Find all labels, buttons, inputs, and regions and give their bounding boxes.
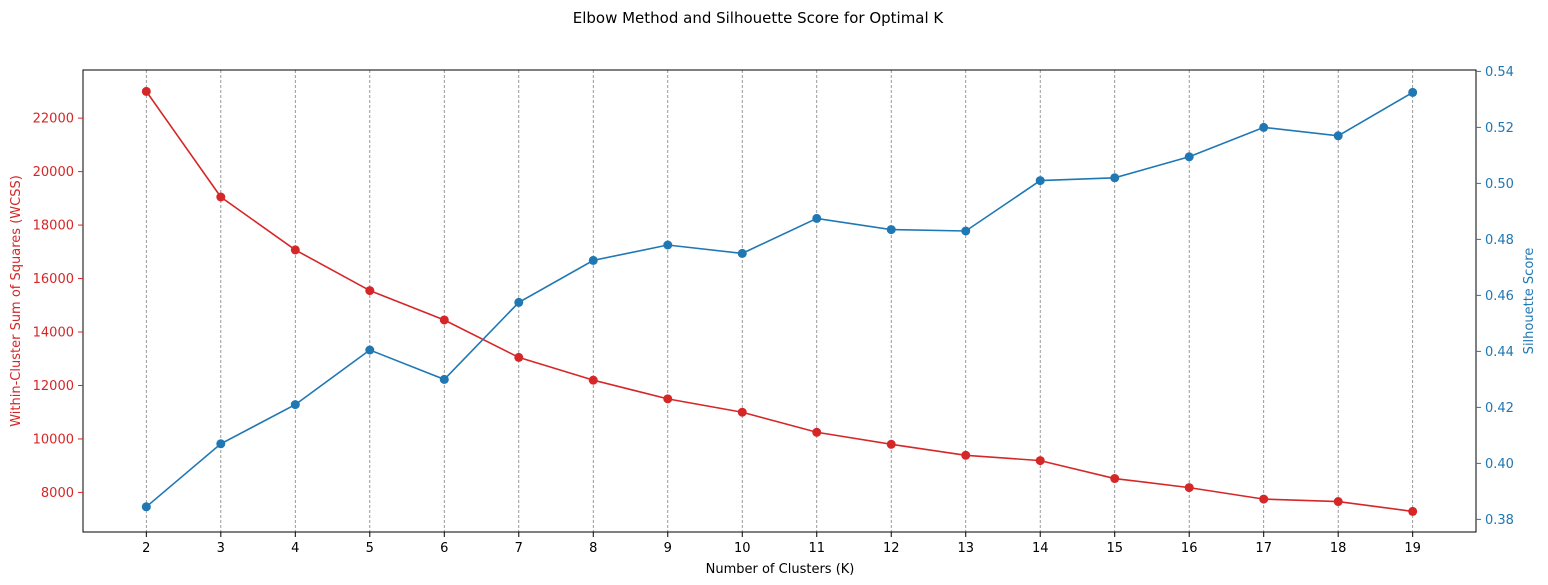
series-point-left — [216, 192, 226, 202]
series-point-left — [439, 315, 449, 325]
series-point-right — [365, 345, 375, 355]
series-layer — [141, 86, 1418, 516]
series-point-left — [588, 375, 598, 385]
series-point-right — [439, 374, 449, 384]
x-tick-label: 6 — [440, 541, 448, 556]
series-point-left — [737, 407, 747, 417]
y-left-tick-label: 18000 — [33, 219, 74, 234]
series-point-right — [812, 213, 822, 223]
chart-title: Elbow Method and Silhouette Score for Op… — [573, 9, 945, 27]
series-point-left — [141, 86, 151, 96]
series-point-left — [514, 352, 524, 362]
x-tick-label: 7 — [515, 541, 523, 556]
x-tick-label: 8 — [589, 541, 597, 556]
x-tick-label: 4 — [291, 541, 299, 556]
y-right-tick-label: 0.46 — [1485, 289, 1514, 304]
series-point-right — [1184, 152, 1194, 162]
x-tick-label: 18 — [1330, 541, 1347, 556]
series-point-left — [365, 286, 375, 296]
series-point-left — [1184, 483, 1194, 493]
series-point-right — [886, 225, 896, 235]
y-right-tick-label: 0.48 — [1485, 233, 1514, 248]
series-point-right — [1110, 173, 1120, 183]
series-point-left — [812, 427, 822, 437]
x-axis-label: Number of Clusters (K) — [706, 562, 855, 577]
y-axis-right: 0.38 0.40 0.42 0.44 0.46 0.48 0.50 0.52 0.54 — [1476, 65, 1514, 528]
series-point-left — [1333, 497, 1343, 507]
y-left-tick-label: 16000 — [33, 272, 74, 287]
x-tick-label: 9 — [664, 541, 672, 556]
series-point-left — [1035, 456, 1045, 466]
x-tick-label: 10 — [734, 541, 751, 556]
plot-frame — [82, 69, 1477, 533]
x-tick-label: 15 — [1106, 541, 1123, 556]
y-right-tick-label: 0.42 — [1485, 401, 1514, 416]
series-point-right — [588, 255, 598, 265]
y-left-tick-label: 12000 — [33, 379, 74, 394]
series-point-right — [1408, 87, 1418, 97]
series-point-left — [1259, 494, 1269, 504]
series-point-right — [141, 502, 151, 512]
y-right-tick-label: 0.50 — [1485, 177, 1514, 192]
y-axis-left-label: Within-Cluster Sum of Squares (WCSS) — [9, 175, 24, 427]
y-right-tick-label: 0.52 — [1485, 121, 1514, 136]
x-tick-label: 3 — [217, 541, 225, 556]
series-point-left — [1110, 474, 1120, 484]
x-tick-label: 17 — [1255, 541, 1272, 556]
y-left-tick-label: 20000 — [33, 165, 74, 180]
series-point-left — [961, 450, 971, 460]
y-left-tick-label: 10000 — [33, 432, 74, 447]
series-point-left — [663, 394, 673, 404]
series-point-right — [1035, 176, 1045, 186]
series-point-left — [290, 245, 300, 255]
series-point-right — [290, 400, 300, 410]
series-point-right — [216, 439, 226, 449]
series-point-right — [514, 297, 524, 307]
series-line-left — [145, 90, 1413, 513]
y-right-tick-label: 0.44 — [1485, 345, 1514, 360]
series-line-right — [145, 91, 1414, 508]
x-tick-label: 16 — [1181, 541, 1198, 556]
x-axis: 2 3 4 5 6 7 8 9 10 11 12 13 14 15 16 17 18 19 — [142, 532, 1421, 556]
series-point-right — [961, 226, 971, 236]
grid — [145, 70, 1414, 532]
x-tick-label: 19 — [1404, 541, 1421, 556]
series-point-right — [1333, 131, 1343, 141]
x-tick-label: 11 — [808, 541, 825, 556]
y-left-tick-label: 22000 — [33, 112, 74, 127]
x-tick-label: 5 — [366, 541, 374, 556]
y-left-tick-label: 14000 — [33, 326, 74, 341]
series-point-left — [1408, 506, 1418, 516]
y-right-tick-label: 0.38 — [1485, 513, 1514, 528]
x-tick-label: 14 — [1032, 541, 1049, 556]
series-point-right — [1259, 122, 1269, 132]
x-tick-label: 13 — [957, 541, 974, 556]
x-tick-label: 12 — [883, 541, 900, 556]
y-axis-left: 8000 10000 12000 14000 16000 18000 20000 22000 — [33, 112, 83, 501]
y-left-tick-label: 8000 — [41, 486, 74, 501]
y-axis-right-label: Silhouette Score — [1522, 248, 1537, 355]
series-point-left — [886, 439, 896, 449]
y-right-tick-label: 0.54 — [1485, 65, 1514, 80]
series-point-right — [737, 248, 747, 258]
y-right-tick-label: 0.40 — [1485, 457, 1514, 472]
series-point-right — [663, 240, 673, 250]
x-tick-label: 2 — [142, 541, 150, 556]
